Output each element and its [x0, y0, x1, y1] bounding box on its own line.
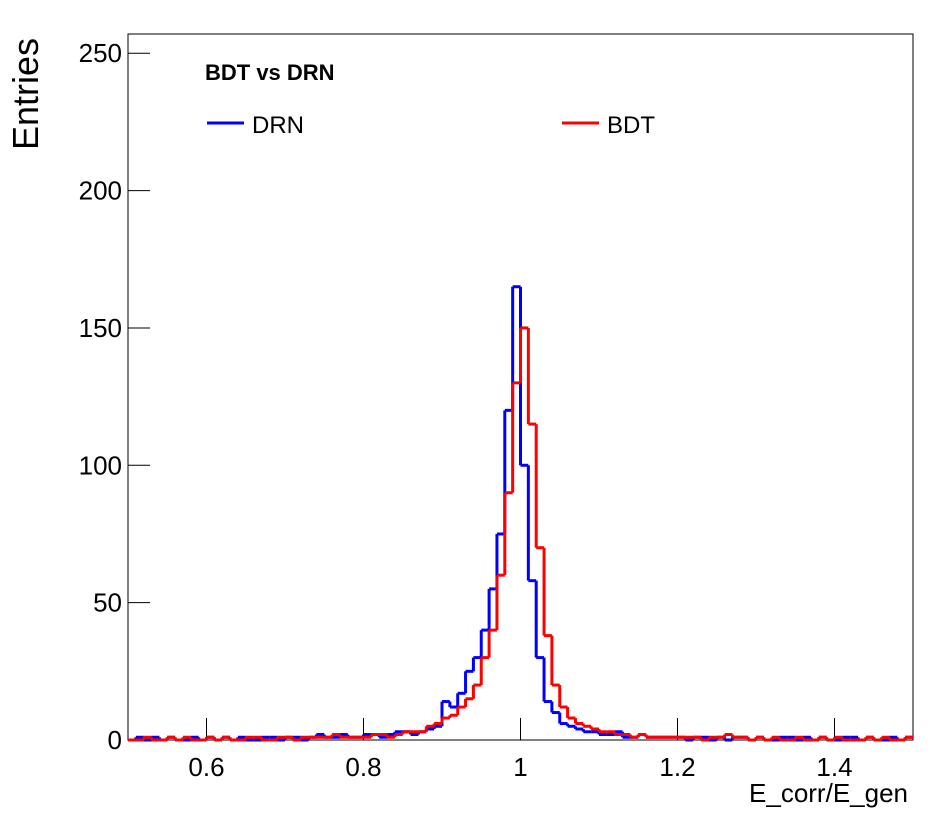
x-axis-label: E_corr/E_gen — [749, 778, 908, 808]
y-tick-label: 50 — [93, 588, 122, 618]
x-tick-label: 0.6 — [188, 752, 224, 782]
y-tick-label: 250 — [79, 38, 122, 68]
legend-label: DRN — [252, 112, 304, 139]
x-tick-label: 0.8 — [345, 752, 381, 782]
chart-title: BDT vs DRN — [205, 60, 335, 85]
x-tick-label: 1.2 — [659, 752, 695, 782]
y-axis-label: Entries — [5, 38, 46, 150]
x-tick-label: 1 — [513, 752, 527, 782]
legend-label: BDT — [607, 112, 655, 139]
y-tick-label: 0 — [108, 725, 122, 755]
x-tick-label: 1.4 — [816, 752, 852, 782]
y-tick-label: 200 — [79, 176, 122, 206]
y-tick-label: 150 — [79, 313, 122, 343]
y-tick-label: 100 — [79, 450, 122, 480]
